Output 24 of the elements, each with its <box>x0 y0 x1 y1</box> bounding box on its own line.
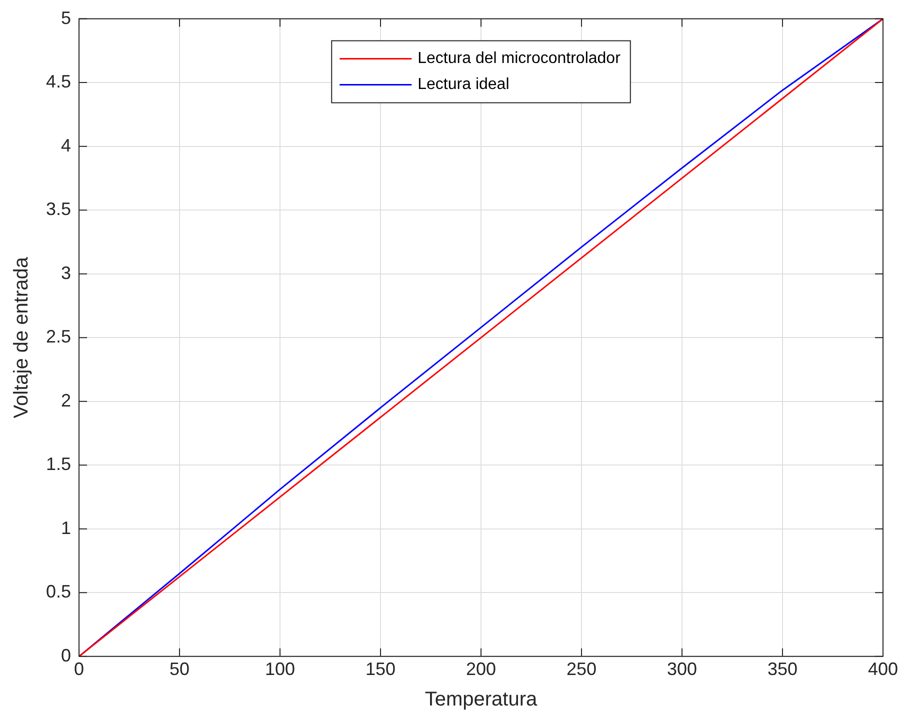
y-tick-label: 3 <box>61 262 72 283</box>
y-axis-title: Voltaje de entrada <box>10 256 33 418</box>
x-tick-label: 300 <box>666 659 698 680</box>
legend-label: Lectura del microcontrolador <box>418 50 622 68</box>
legend-label: Lectura ideal <box>418 76 510 94</box>
x-tick-label: 200 <box>466 659 496 680</box>
x-tick-label: 0 <box>74 659 84 680</box>
x-tick-label: 400 <box>868 659 898 680</box>
x-tick-label: 150 <box>365 659 396 680</box>
y-tick-label: 0 <box>61 645 72 666</box>
y-tick-label: 5 <box>61 8 72 28</box>
y-tick-label: 2.5 <box>46 326 72 347</box>
y-tick-label: 1.5 <box>46 454 72 474</box>
y-tick-label: 0.5 <box>46 582 72 602</box>
y-tick-label: 4.5 <box>46 72 72 92</box>
y-tick-label: 2 <box>61 390 72 410</box>
x-tick-label: 50 <box>170 659 190 680</box>
y-tick-label: 4 <box>61 135 72 156</box>
x-tick-label: 250 <box>566 659 597 680</box>
x-tick-label: 100 <box>264 659 296 680</box>
y-tick-label: 1 <box>61 518 72 538</box>
x-tick-label: 350 <box>767 659 798 680</box>
x-axis-title: Temperatura <box>424 688 538 711</box>
y-tick-label: 3.5 <box>46 199 72 220</box>
